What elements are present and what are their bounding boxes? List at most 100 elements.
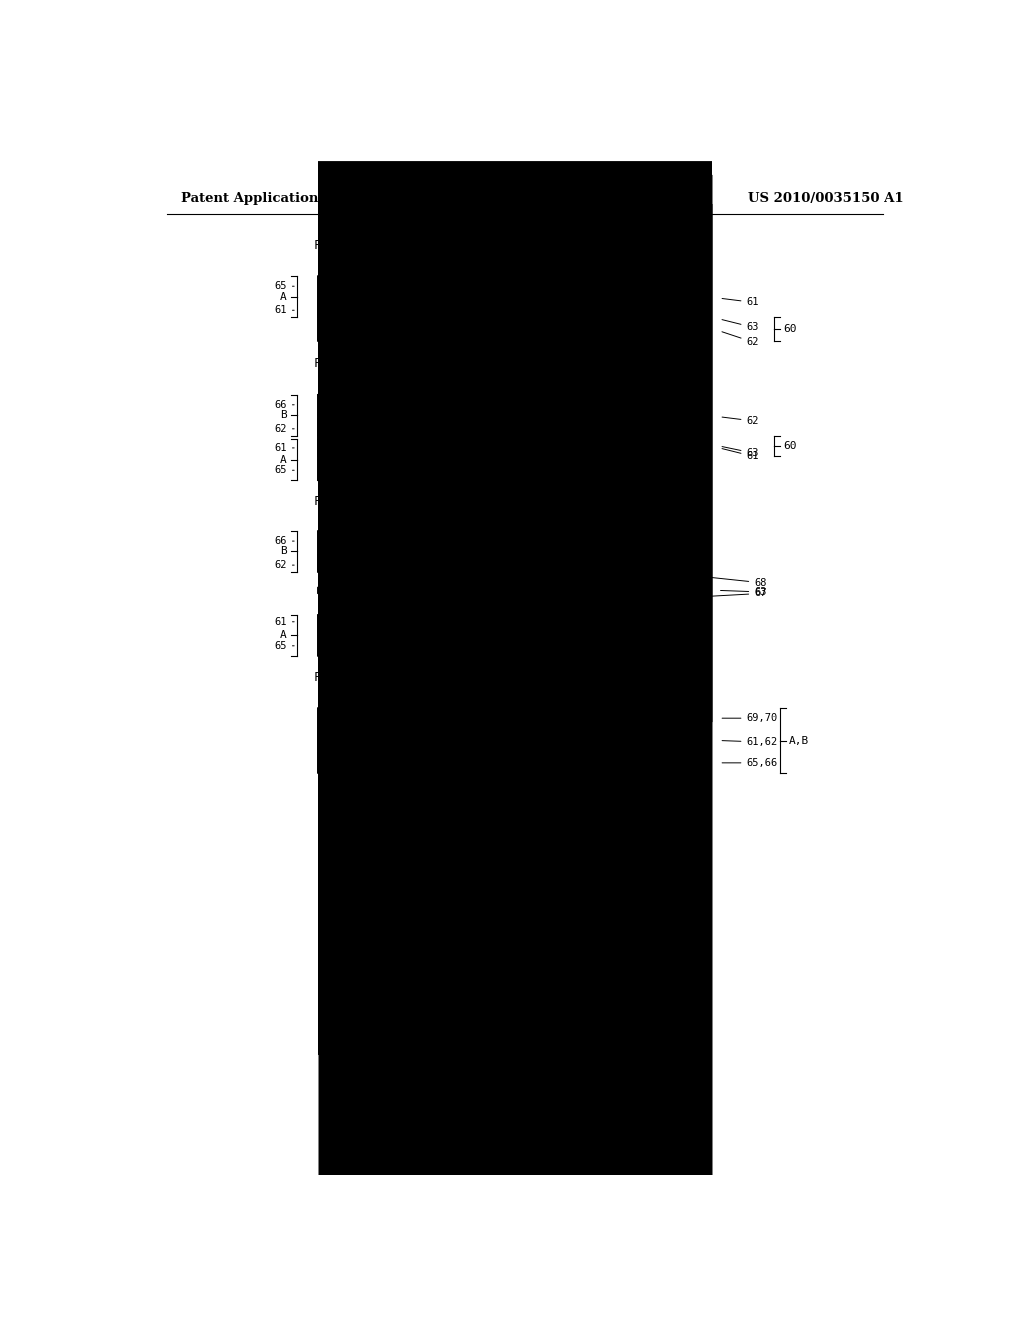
Polygon shape	[366, 440, 413, 457]
Text: 20a,23a: 20a,23a	[447, 264, 490, 273]
Text: 20a,23a: 20a,23a	[366, 347, 410, 356]
Text: 60a: 60a	[584, 264, 602, 273]
Text: 20a,23a: 20a,23a	[517, 347, 560, 356]
Text: 65: 65	[274, 465, 294, 475]
Text: 68: 68	[676, 574, 767, 587]
Polygon shape	[317, 395, 697, 429]
Polygon shape	[555, 733, 603, 748]
Polygon shape	[317, 321, 697, 355]
Text: 65: 65	[274, 281, 294, 292]
Polygon shape	[317, 708, 697, 742]
Text: 61,62: 61,62	[722, 737, 777, 747]
Polygon shape	[603, 440, 650, 457]
Polygon shape	[317, 733, 697, 763]
Polygon shape	[317, 440, 697, 470]
Text: 20a,23a: 20a,23a	[374, 486, 417, 496]
Text: FIG. 11D: FIG. 11D	[314, 671, 374, 684]
Text: 62: 62	[274, 424, 294, 434]
Polygon shape	[650, 554, 697, 572]
Polygon shape	[317, 418, 697, 449]
Text: 20a,23a: 20a,23a	[594, 381, 638, 392]
Polygon shape	[508, 615, 555, 632]
Polygon shape	[317, 418, 366, 436]
Text: 60: 60	[783, 323, 797, 334]
Polygon shape	[460, 440, 508, 457]
Text: A: A	[281, 631, 287, 640]
Polygon shape	[317, 554, 697, 586]
Polygon shape	[555, 615, 603, 632]
Polygon shape	[413, 418, 460, 436]
Text: 20a,23a: 20a,23a	[374, 661, 417, 672]
Polygon shape	[508, 418, 555, 436]
Text: B: B	[281, 546, 287, 557]
Text: 67: 67	[652, 589, 767, 599]
Polygon shape	[603, 300, 650, 317]
Text: 61: 61	[274, 305, 294, 315]
Text: 62: 62	[274, 560, 294, 570]
Polygon shape	[460, 418, 508, 436]
Polygon shape	[317, 300, 697, 331]
Polygon shape	[317, 414, 697, 433]
Text: FIG. 11B: FIG. 11B	[314, 358, 374, 371]
Polygon shape	[650, 615, 697, 632]
Polygon shape	[508, 300, 555, 317]
Text: A: A	[281, 455, 287, 465]
Text: Feb. 11, 2010  Sheet 11 of 12: Feb. 11, 2010 Sheet 11 of 12	[353, 191, 569, 205]
Polygon shape	[650, 300, 697, 317]
Text: 20a,23a: 20a,23a	[361, 779, 406, 788]
Text: 20a,23a: 20a,23a	[517, 779, 560, 788]
Polygon shape	[317, 615, 697, 645]
Polygon shape	[317, 276, 697, 310]
Polygon shape	[317, 733, 366, 748]
Text: CURRENT COLLECTOR PEELING STEP: CURRENT COLLECTOR PEELING STEP	[326, 510, 528, 519]
Text: 20a,23a: 20a,23a	[439, 779, 483, 788]
Polygon shape	[413, 733, 460, 748]
Text: 20a,23a: 20a,23a	[513, 519, 557, 528]
Text: FIG. 11A: FIG. 11A	[314, 239, 374, 252]
Text: 60b: 60b	[611, 346, 646, 360]
Text: 63: 63	[721, 587, 767, 597]
Text: 63: 63	[722, 446, 759, 458]
Polygon shape	[650, 733, 697, 748]
Polygon shape	[317, 729, 697, 746]
Text: 61: 61	[274, 616, 294, 627]
Polygon shape	[366, 615, 413, 632]
Polygon shape	[603, 733, 650, 748]
Polygon shape	[317, 317, 697, 335]
Polygon shape	[460, 554, 508, 572]
Text: 67,68: 67,68	[458, 696, 488, 705]
Text: Patent Application Publication: Patent Application Publication	[180, 191, 408, 205]
Polygon shape	[460, 300, 508, 317]
Polygon shape	[317, 636, 697, 669]
Text: B: B	[281, 411, 287, 420]
Polygon shape	[317, 748, 697, 767]
Polygon shape	[508, 733, 555, 748]
Polygon shape	[508, 554, 555, 572]
Text: 20a,23a: 20a,23a	[455, 661, 499, 672]
Polygon shape	[555, 300, 603, 317]
Polygon shape	[555, 440, 603, 457]
Text: 66: 66	[274, 536, 294, 546]
Text: 20a,23a: 20a,23a	[594, 519, 638, 528]
Polygon shape	[413, 615, 460, 632]
Polygon shape	[366, 418, 413, 436]
Text: 65: 65	[274, 640, 294, 651]
Polygon shape	[460, 615, 508, 632]
Text: 65,66: 65,66	[722, 758, 777, 768]
Polygon shape	[413, 300, 460, 317]
Polygon shape	[555, 554, 603, 572]
Polygon shape	[603, 418, 650, 436]
Polygon shape	[317, 436, 697, 453]
Polygon shape	[603, 554, 650, 572]
Polygon shape	[317, 300, 366, 317]
Polygon shape	[317, 587, 697, 607]
Text: 20a,23a: 20a,23a	[370, 264, 414, 273]
Text: A: A	[281, 292, 287, 301]
Polygon shape	[317, 531, 697, 565]
Polygon shape	[460, 733, 508, 748]
Polygon shape	[413, 554, 460, 572]
Polygon shape	[508, 440, 555, 457]
Text: 60: 60	[783, 441, 797, 451]
Text: SECOND SLURRY APPLICATION STEP: ELECTRODES A, B: SECOND SLURRY APPLICATION STEP: ELECTROD…	[326, 685, 643, 694]
Polygon shape	[317, 554, 366, 572]
